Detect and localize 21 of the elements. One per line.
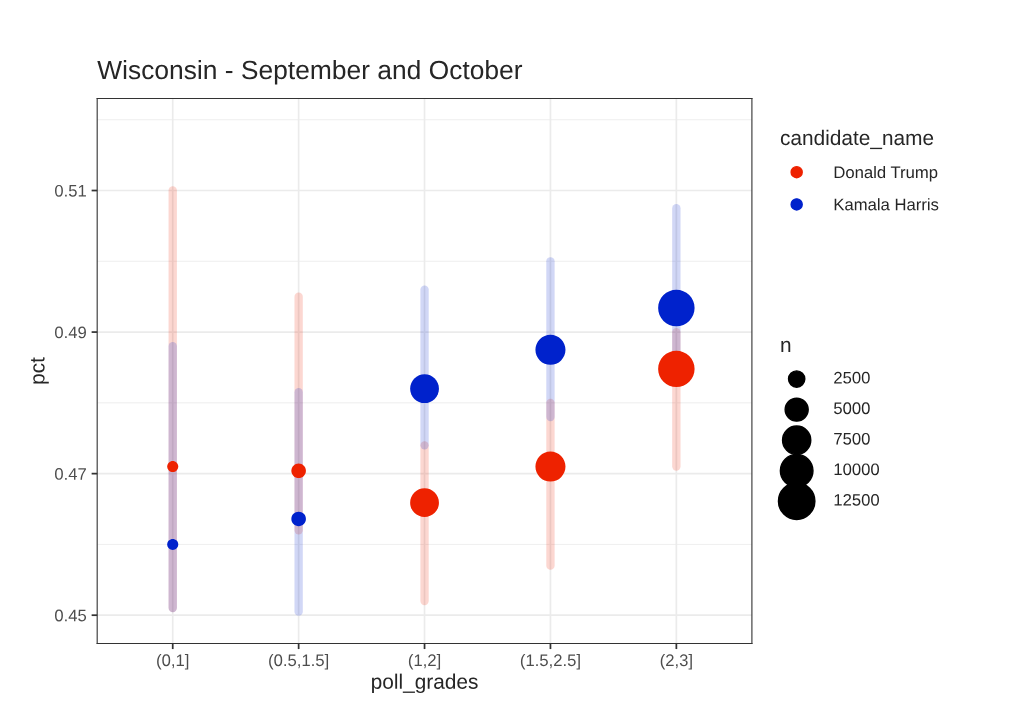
legend-label: Kamala Harris bbox=[834, 198, 939, 211]
legend-label: 7500 bbox=[834, 432, 870, 445]
x-axis-title: poll_grades bbox=[372, 673, 478, 694]
x-tick-label: (0,1] bbox=[157, 653, 189, 670]
y-axis-title: pct bbox=[30, 357, 49, 384]
legend-label: 12500 bbox=[834, 493, 880, 506]
x-tick-label: (1,2] bbox=[408, 653, 441, 670]
legend-label: 10000 bbox=[834, 463, 880, 476]
legend-label: 5000 bbox=[834, 402, 870, 415]
x-tick-label: (1.5,2.5] bbox=[520, 653, 580, 670]
legend-label: Donald Trump bbox=[834, 165, 938, 182]
text: n bbox=[781, 340, 791, 353]
legend-label: 2500 bbox=[834, 371, 870, 384]
text: candidate_name bbox=[780, 129, 934, 150]
chart-title: Wisconsin - September and October bbox=[97, 59, 523, 85]
x-tick-label: (0.5,1.5] bbox=[269, 653, 329, 670]
y-tick-label: 0.49 bbox=[54, 326, 86, 339]
x-tick-label: (2,3] bbox=[660, 653, 692, 670]
y-tick-label: 0.45 bbox=[54, 609, 87, 622]
y-tick-label: 0.47 bbox=[54, 468, 86, 480]
y-tick-label: 0.51 bbox=[54, 184, 86, 197]
